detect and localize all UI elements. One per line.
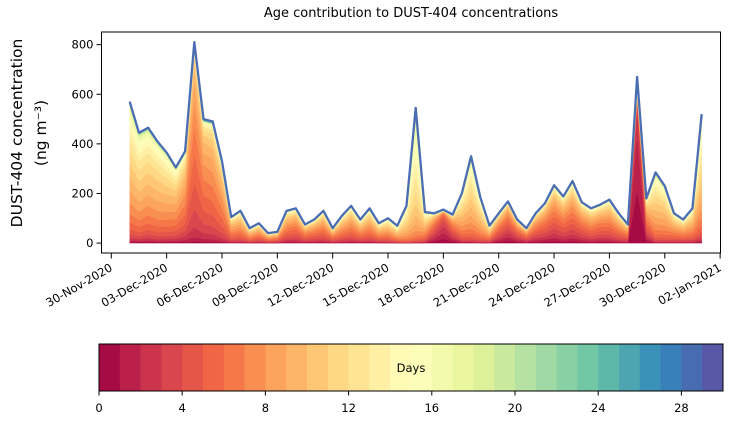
colorbar-segment	[265, 344, 287, 391]
colorbar-ticks: 0 4 8 12 16 20 24 28	[95, 391, 689, 415]
colorbar-tick-label: 4	[179, 401, 186, 415]
colorbar-segment	[286, 344, 308, 391]
colorbar-segment	[348, 344, 370, 391]
colorbar-segment	[535, 344, 557, 391]
total-concentration-line	[128, 41, 703, 235]
colorbar-segment	[369, 344, 391, 391]
colorbar-segment	[161, 344, 183, 391]
colorbar-segment	[307, 344, 329, 391]
colorbar-segment	[577, 344, 599, 391]
colorbar-segment	[327, 344, 349, 391]
y-axis-label-line1: DUST-404 concentration	[8, 39, 26, 228]
colorbar-segment	[203, 344, 225, 391]
colorbar-segment	[619, 344, 641, 391]
colorbar-segment	[411, 344, 433, 391]
stacked-age-layers	[129, 42, 702, 244]
y-tick-label: 400	[72, 137, 94, 151]
y-tick-label: 200	[72, 186, 94, 200]
colorbar-segment	[556, 344, 578, 391]
colorbar-segment	[598, 344, 620, 391]
plot-border	[101, 31, 721, 254]
colorbar-tick-label: 24	[591, 401, 606, 415]
colorbar-segment	[494, 344, 516, 391]
colorbar-segment	[99, 344, 121, 391]
y-axis-label: DUST-404 concentration (ng m⁻³)	[8, 39, 50, 228]
x-axis-ticks: 30-Nov-202003-Dec-202006-Dec-202009-Dec-…	[43, 253, 724, 310]
y-tick-label: 800	[72, 38, 94, 52]
colorbar-segment	[119, 344, 141, 391]
colorbar-tick-label: 8	[262, 401, 269, 415]
chart-title: Age contribution to DUST-404 concentrati…	[264, 6, 559, 21]
colorbar-segment	[223, 344, 245, 391]
colorbar-tick-label: 16	[424, 401, 439, 415]
colorbar-segment	[452, 344, 474, 391]
colorbar-segment	[182, 344, 204, 391]
colorbar-segment	[515, 344, 537, 391]
colorbar-label: Days	[397, 361, 426, 375]
colorbar-segment	[390, 344, 412, 391]
colorbar-segment	[639, 344, 661, 391]
colorbar-border	[98, 343, 724, 392]
colorbar-segment	[431, 344, 453, 391]
colorbar-segment	[702, 344, 724, 391]
colorbar-segment	[473, 344, 495, 391]
colorbar-tick-label: 28	[674, 401, 689, 415]
x-tick-label: 02-Jan-2021	[656, 260, 724, 307]
colorbar-tick-label: 20	[508, 401, 523, 415]
y-axis-label-line2: (ng m⁻³)	[32, 100, 50, 166]
y-tick-label: 600	[72, 87, 94, 101]
colorbar-tick-label: 12	[341, 401, 356, 415]
colorbar-segment	[681, 344, 703, 391]
colorbar-segment	[244, 344, 266, 391]
y-tick-label: 0	[86, 236, 93, 250]
colorbar-segment	[660, 344, 682, 391]
colorbar-segment	[140, 344, 162, 391]
colorbar-tick-label: 0	[95, 401, 102, 415]
colorbar	[98, 343, 724, 392]
y-axis-ticks: 0 200 400 600 800	[72, 38, 102, 250]
